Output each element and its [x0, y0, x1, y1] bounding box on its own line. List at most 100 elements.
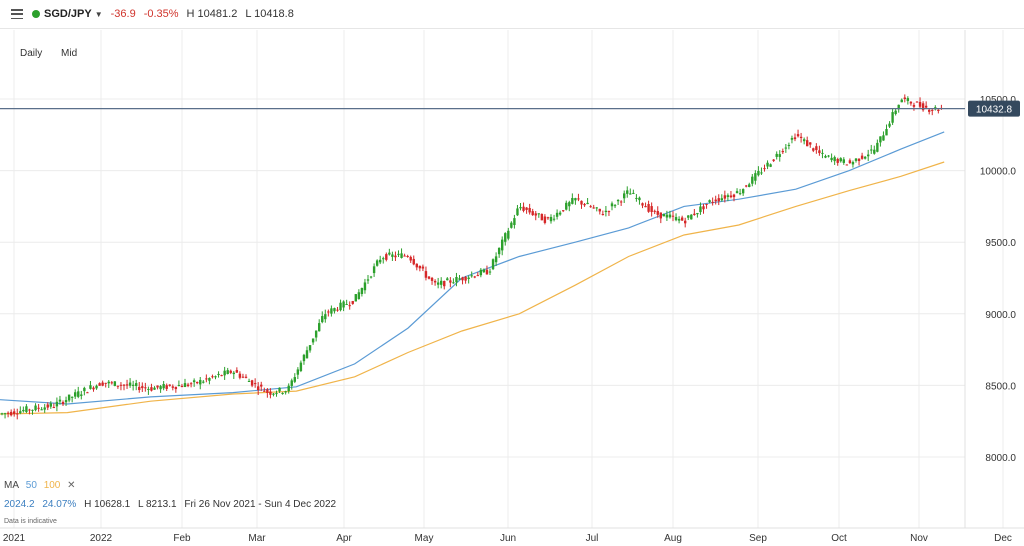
price-change-percent: -0.35%: [143, 8, 179, 20]
candle-body: [128, 382, 132, 386]
candle-body: [86, 392, 89, 394]
candle-body: [372, 266, 376, 274]
candle-body: [705, 203, 708, 205]
candle-body: [458, 278, 461, 280]
candle-body: [214, 376, 217, 378]
market-status-dot: [32, 10, 40, 18]
candle-body: [449, 280, 452, 283]
candle-body: [330, 308, 333, 314]
candle-body: [162, 384, 165, 389]
candle-body: [467, 277, 470, 279]
candle-body: [610, 203, 614, 207]
candle-body: [827, 155, 830, 157]
candle-body: [98, 383, 101, 386]
candle-body: [522, 206, 525, 211]
candle-body: [589, 206, 592, 208]
candle-body: [348, 305, 351, 307]
candle-body: [659, 212, 662, 219]
candle-body: [918, 102, 922, 107]
candle-body: [287, 385, 290, 391]
candle-body: [702, 206, 705, 210]
candle-body: [662, 213, 666, 217]
candle-body: [37, 407, 40, 409]
candle-body: [199, 379, 202, 385]
remove-indicator-icon[interactable]: ✕: [67, 480, 76, 491]
candle-body: [244, 376, 248, 378]
candle-body: [638, 197, 641, 201]
candle-body: [656, 211, 659, 215]
candle-body: [101, 382, 104, 386]
candle-body: [80, 394, 83, 396]
candle-body: [543, 216, 547, 223]
candle-body: [549, 216, 553, 222]
candle-body: [696, 213, 699, 215]
candle-body: [565, 202, 568, 210]
candle-body: [415, 263, 418, 268]
candle-body: [924, 105, 928, 108]
candle-body: [766, 162, 769, 167]
candle-body: [528, 207, 531, 213]
candle-body: [885, 129, 888, 136]
candle-body: [375, 260, 379, 266]
candle-body: [192, 380, 196, 383]
candle-body: [64, 400, 68, 403]
candle-body: [409, 256, 412, 261]
candle-body: [412, 258, 415, 265]
candle-body: [793, 137, 797, 140]
candle-body: [555, 212, 559, 217]
x-tick-label: Nov: [910, 533, 928, 544]
candle-body: [723, 195, 727, 199]
candle-body: [891, 112, 894, 123]
candle-body: [815, 146, 818, 151]
candle-body: [571, 197, 574, 204]
candle-body: [680, 217, 684, 221]
price-type-button[interactable]: Mid: [61, 48, 78, 59]
candle-body: [732, 194, 736, 198]
chevron-down-icon[interactable]: ▼: [94, 9, 103, 19]
candle-body: [223, 370, 226, 376]
candle-body: [595, 207, 598, 209]
instrument-name[interactable]: SGD/JPY: [44, 8, 92, 20]
candle-body: [40, 409, 43, 411]
ma100-label[interactable]: 100: [43, 480, 61, 491]
candle-body: [745, 185, 748, 187]
candle-body: [684, 220, 687, 224]
candle-body: [906, 98, 910, 102]
candle-body: [253, 383, 257, 385]
y-tick-label: 8500.0: [985, 381, 1016, 392]
candle-body: [583, 203, 586, 206]
candle-body: [391, 254, 394, 257]
candle-body: [363, 282, 367, 291]
candle-body: [507, 230, 510, 239]
price-change: -36.9: [110, 8, 136, 20]
candle-body: [601, 214, 605, 216]
candle-body: [501, 239, 504, 251]
candle-body: [318, 323, 321, 332]
chart-header: SGD/JPY ▼ -36.9 -0.35% H 10481.2 L 10418…: [0, 0, 1024, 28]
candle-body: [476, 275, 479, 277]
candle-body: [482, 269, 486, 273]
candle-body: [308, 345, 312, 351]
candle-body: [860, 155, 864, 159]
candle-body: [851, 162, 855, 165]
y-tick-label: 10500.0: [980, 95, 1017, 106]
interval-button[interactable]: Daily: [20, 48, 43, 59]
ma50-label[interactable]: 50: [25, 480, 37, 491]
x-tick-label: Jul: [586, 533, 599, 544]
candle-body: [912, 104, 916, 107]
candle-body: [70, 396, 74, 398]
candle-body: [16, 413, 19, 415]
candle-body: [461, 277, 464, 281]
candle-body: [156, 385, 159, 388]
candle-body: [665, 214, 669, 218]
hamburger-menu-icon[interactable]: [11, 9, 23, 19]
candle-body: [452, 282, 455, 284]
y-tick-label: 9500.0: [985, 238, 1016, 249]
session-high: H 10481.2: [186, 8, 238, 20]
candle-body: [339, 302, 342, 311]
candle-body: [436, 282, 440, 285]
candle-body: [427, 276, 431, 279]
candle-body: [433, 280, 437, 283]
candle-body: [110, 382, 113, 384]
